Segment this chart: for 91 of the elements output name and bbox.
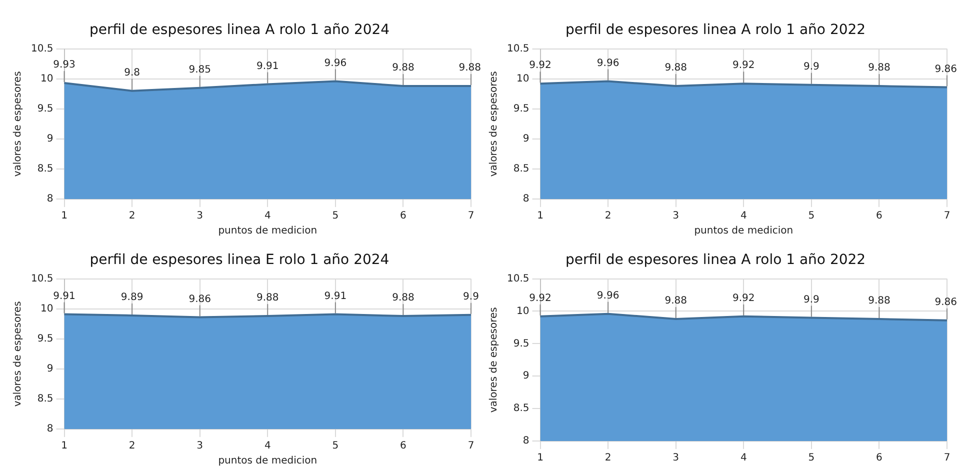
data-label: 9.88 [868,62,890,74]
y-tick-label: 8.5 [513,164,530,175]
data-label: 9.91 [53,290,76,302]
y-axis-title: valores de espesores [488,307,500,413]
y-axis-title: valores de espesores [12,71,24,177]
x-tick-label: 6 [876,452,882,464]
x-tick-label: 2 [604,452,612,464]
y-tick-label: 9 [522,370,530,382]
x-tick-label: 2 [604,210,612,222]
data-label: 9.88 [868,296,890,307]
y-tick-label: 10 [516,306,530,317]
y-tick-label: 9 [46,134,54,145]
x-tick-label: 1 [537,452,544,464]
x-tick-label: 3 [672,210,680,222]
data-label: 9.85 [188,64,211,76]
x-tick-label: 2 [128,440,136,452]
x-tick-label: 4 [740,452,747,464]
chart-title: perfil de espesores linea A rolo 1 año 2022 [565,252,866,268]
data-label: 9.9 [803,61,820,72]
x-tick-label: 1 [61,440,68,452]
y-tick-label: 9.5 [513,338,530,350]
y-tick-label: 10 [516,73,530,84]
y-tick-label: 10.5 [507,273,530,284]
x-tick-label: 7 [944,452,950,464]
y-tick-label: 9.5 [37,333,54,344]
data-label: 9.96 [596,290,620,302]
data-label: 9.86 [934,64,957,75]
x-tick-label: 5 [808,452,815,464]
data-label: 9.8 [124,67,140,78]
chart-title: perfil de espesores linea A rolo 1 año 2024 [89,22,390,38]
x-tick-label: 1 [61,210,68,222]
x-tick-label: 3 [672,452,680,464]
data-label: 9.88 [256,292,279,304]
x-tick-label: 7 [468,440,474,452]
data-label: 9.92 [529,293,552,304]
data-label: 9.96 [596,58,620,69]
x-axis-title: puntos de medicion [218,456,318,467]
x-axis-title: puntos de medicion [694,226,794,237]
x-tick-label: 5 [332,440,339,452]
data-label: 9.96 [324,58,347,69]
x-tick-label: 6 [400,210,406,222]
y-tick-label: 9 [522,134,530,145]
y-axis-title: valores de espesores [488,71,500,177]
x-tick-label: 6 [876,210,882,222]
x-tick-label: 5 [808,210,815,222]
x-tick-label: 4 [740,210,747,222]
x-tick-label: 2 [128,210,136,222]
y-tick-label: 10.5 [507,43,530,54]
y-tick-label: 8 [522,436,530,447]
y-tick-label: 9.5 [513,103,530,114]
data-label: 9.92 [732,60,755,72]
data-label: 9.86 [934,296,957,308]
x-tick-label: 6 [400,440,406,452]
data-label: 9.88 [392,62,414,74]
chart-title: perfil de espesores linea E rolo 1 año 2024 [90,252,390,268]
y-tick-label: 8 [522,194,530,205]
y-tick-label: 8.5 [37,164,54,175]
x-tick-label: 1 [537,210,544,222]
data-label: 9.88 [664,296,687,307]
x-axis-title: puntos de medicion [218,226,318,237]
x-tick-label: 4 [264,440,271,452]
data-label: 9.88 [458,62,481,74]
data-label: 9.86 [188,294,211,305]
data-label: 9.92 [732,293,755,304]
y-tick-label: 10.5 [31,273,54,284]
y-tick-label: 8.5 [37,394,54,405]
data-label: 9.88 [664,62,687,74]
x-tick-label: 4 [264,210,271,222]
data-label: 9.88 [392,292,414,304]
y-tick-label: 8 [46,194,54,205]
y-tick-label: 8.5 [513,403,530,414]
data-label: 9.9 [803,294,820,306]
x-tick-label: 3 [196,210,204,222]
data-label: 9.92 [529,60,552,72]
y-tick-label: 10 [40,303,54,314]
data-label: 9.91 [324,290,347,302]
y-tick-label: 10 [40,73,54,84]
y-axis-title: valores de espesores [12,301,24,407]
data-label: 9.89 [120,292,144,304]
chart-title: perfil de espesores linea A rolo 1 año 2022 [565,22,866,38]
y-tick-label: 10.5 [31,43,54,54]
data-label: 9.93 [53,60,76,71]
y-tick-label: 9 [46,364,54,375]
x-tick-label: 7 [944,210,950,222]
y-tick-label: 9.5 [37,103,54,114]
data-label: 9.91 [256,60,279,72]
x-tick-label: 5 [332,210,339,222]
x-tick-label: 3 [196,440,204,452]
x-tick-label: 7 [468,210,474,222]
y-tick-label: 8 [46,424,54,435]
data-label: 9.9 [463,291,479,302]
